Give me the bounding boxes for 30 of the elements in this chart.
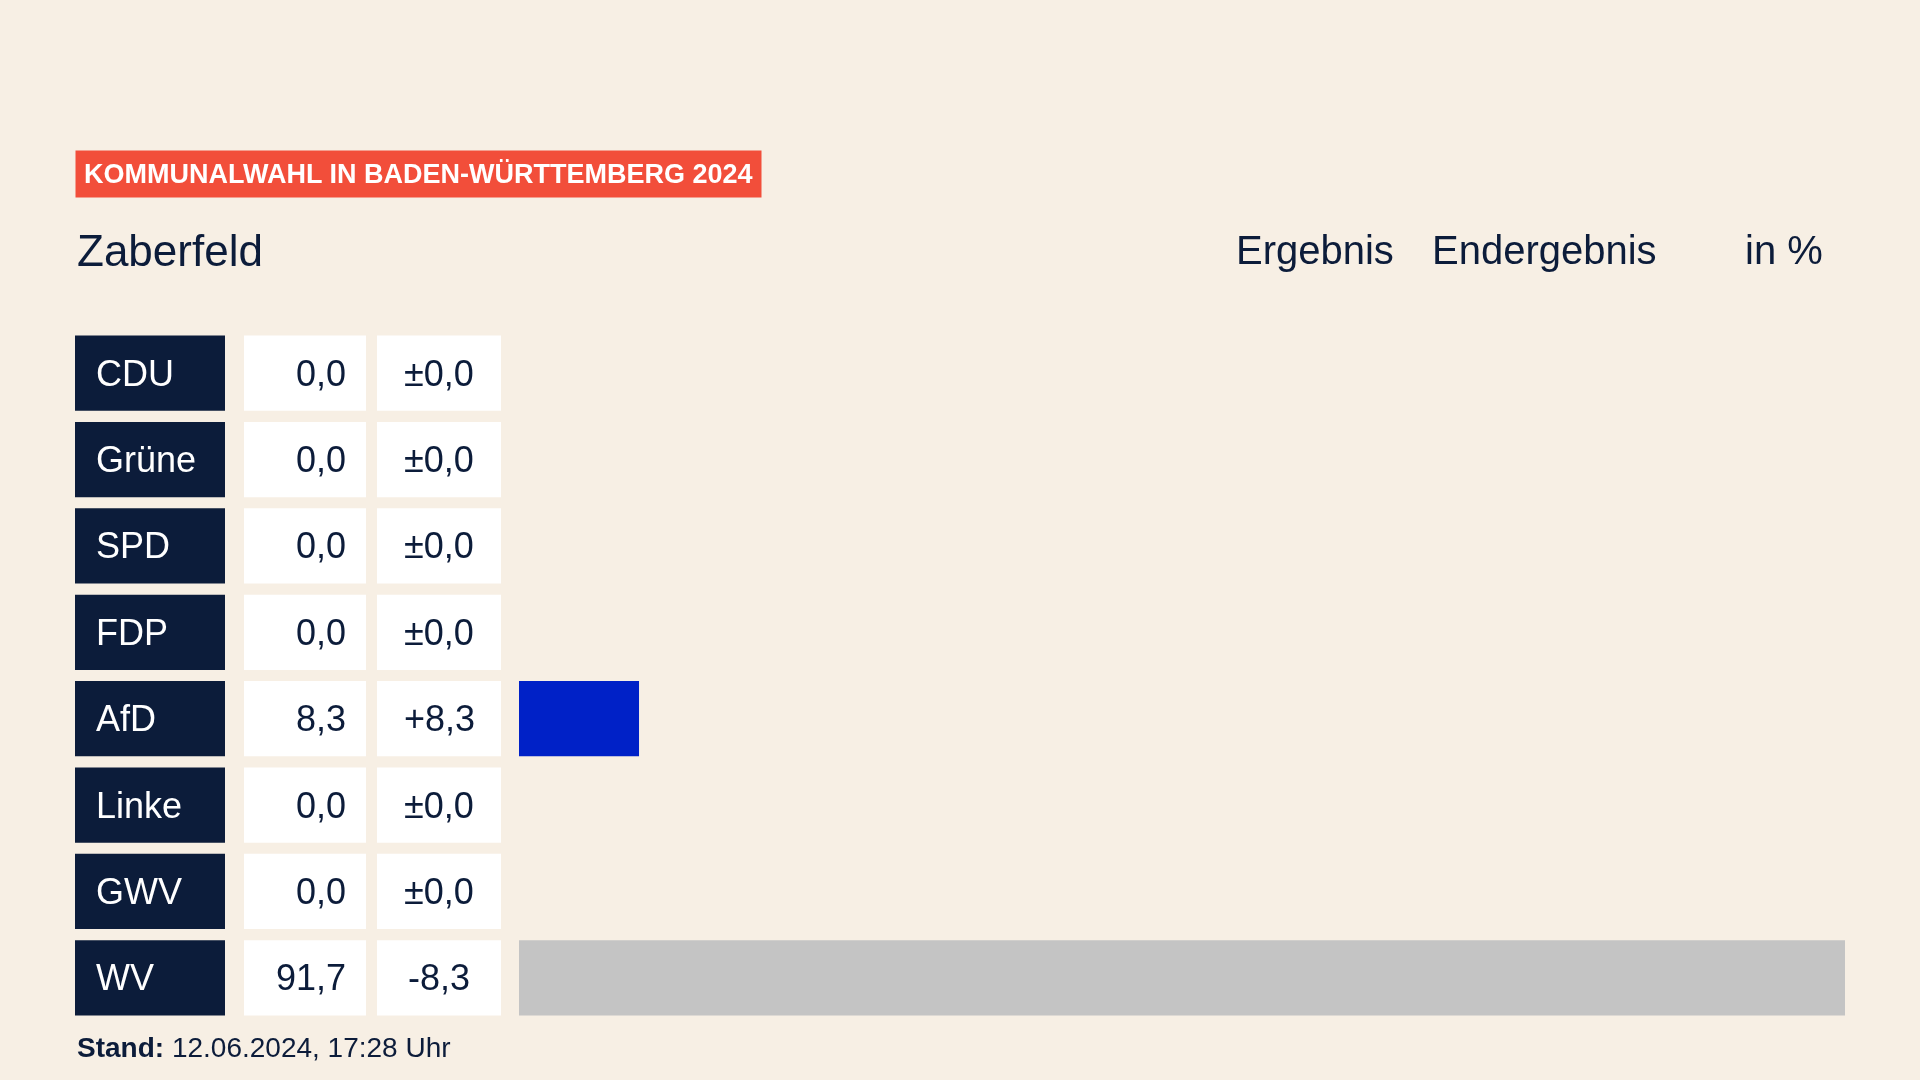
text: ±0,0 (404, 785, 474, 826)
text: Endergebnis (1432, 228, 1657, 272)
y-tick-label: FDP (96, 612, 168, 653)
data-label: 0,0 (296, 439, 347, 480)
chart-subtitle: Zaberfeld (77, 226, 263, 275)
chart-title: KOMMUNALWAHL IN BADEN-WÜRTTEMBERG 2024 (84, 159, 753, 189)
text: ±0,0 (404, 612, 474, 653)
text: Ergebnis (1236, 228, 1394, 272)
y-tick-label: Linke (96, 785, 183, 826)
text: -8,3 (408, 957, 471, 998)
data-label: 0,0 (296, 353, 347, 394)
y-tick-label: GWV (96, 871, 182, 912)
y-tick-label: WV (96, 957, 154, 998)
y-tick-label: SPD (96, 525, 171, 566)
text: ±0,0 (404, 439, 474, 480)
data-label: 8,3 (296, 698, 347, 739)
text: ±0,0 (404, 871, 474, 912)
text: ±0,0 (404, 353, 474, 394)
text: Stand: 12.06.2024, 17:28 Uhr (77, 1032, 451, 1063)
y-tick-label: AfD (96, 698, 157, 739)
data-label: 0,0 (296, 785, 347, 826)
data-label: 91,7 (276, 957, 347, 998)
data-label: 0,0 (296, 525, 347, 566)
data-label: 0,0 (296, 871, 347, 912)
data-label: 0,0 (296, 612, 347, 653)
text: +8,3 (404, 698, 476, 739)
text: ±0,0 (404, 525, 474, 566)
y-tick-label: CDU (96, 353, 174, 394)
text: in % (1745, 228, 1823, 272)
y-tick-label: Grüne (96, 439, 197, 480)
